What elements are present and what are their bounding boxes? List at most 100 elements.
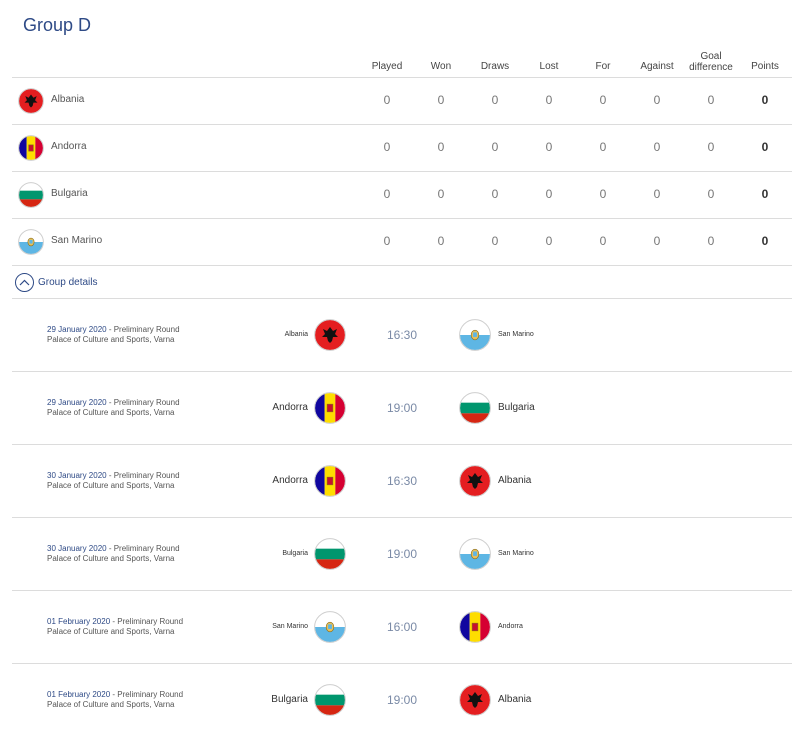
match-row[interactable]: 29 January 2020 - Preliminary Round Pala… [12, 371, 792, 444]
column-header-text: Goal [700, 51, 722, 62]
stat-value: 0 [491, 234, 499, 248]
bulgaria-flag-icon [314, 538, 346, 570]
match-info: 01 February 2020 - Preliminary Round Pal… [47, 617, 183, 637]
match-row[interactable]: 29 January 2020 - Preliminary Round Pala… [12, 298, 792, 371]
team-name[interactable]: Albania [51, 94, 85, 105]
andorra-flag-icon [314, 392, 346, 424]
column-header-text: Points [751, 61, 779, 72]
albania-flag-icon [18, 88, 44, 114]
home-team-name[interactable]: Bulgaria [282, 550, 308, 557]
match-date: 29 January 2020 [47, 325, 107, 334]
stat-value: 0 [599, 140, 607, 154]
group-details-label[interactable]: Group details [38, 276, 98, 288]
stat-value: 0 [599, 93, 607, 107]
bulgaria-flag-icon [18, 182, 44, 208]
albania-flag-icon [459, 465, 491, 497]
group-details-toggle[interactable]: Group details [15, 272, 97, 292]
match-info: 29 January 2020 - Preliminary Round Pala… [47, 325, 180, 345]
match-date: 30 January 2020 [47, 544, 107, 553]
points-value: 0 [761, 93, 769, 107]
match-row[interactable]: 30 January 2020 - Preliminary Round Pala… [12, 444, 792, 517]
match-round: - Preliminary Round [110, 617, 184, 626]
match-date: 01 February 2020 [47, 690, 111, 699]
table-row[interactable]: Albania 0 0 0 0 0 0 0 0 [12, 78, 792, 125]
match-info: 01 February 2020 - Preliminary Round Pal… [47, 690, 183, 710]
column-header: Goal difference [681, 51, 741, 73]
albania-flag-icon [459, 684, 491, 716]
match-round: - Preliminary Round [106, 325, 180, 334]
column-header-text: Lost [539, 61, 559, 72]
column-header: Against [627, 61, 687, 72]
column-header: Draws [465, 61, 525, 72]
away-team-name[interactable]: San Marino [498, 331, 534, 338]
home-team-name[interactable]: San Marino [272, 623, 308, 630]
away-team-name[interactable]: San Marino [498, 550, 534, 557]
stat-value: 0 [437, 93, 445, 107]
match-row[interactable]: 30 January 2020 - Preliminary Round Pala… [12, 517, 792, 590]
away-team-name[interactable]: Andorra [498, 623, 523, 630]
match-row[interactable]: 01 February 2020 - Preliminary Round Pal… [12, 663, 792, 736]
match-row[interactable]: 01 February 2020 - Preliminary Round Pal… [12, 590, 792, 663]
away-team-name[interactable]: Albania [498, 475, 532, 486]
points-value: 0 [761, 140, 769, 154]
away-team-name[interactable]: Bulgaria [498, 402, 535, 413]
stat-value: 0 [383, 187, 391, 201]
match-time: 16:00 [386, 620, 418, 634]
home-team-name[interactable]: Andorra [272, 475, 308, 486]
bulgaria-flag-icon [314, 684, 346, 716]
stat-value: 0 [491, 140, 499, 154]
stat-value: 0 [545, 187, 553, 201]
away-team-name[interactable]: Albania [498, 694, 532, 705]
stat-value: 0 [437, 234, 445, 248]
home-team-name[interactable]: Albania [284, 331, 308, 338]
column-header-text: Won [430, 61, 452, 72]
column-header: Lost [519, 61, 579, 72]
stat-value: 0 [707, 140, 715, 154]
table-row[interactable]: Andorra 0 0 0 0 0 0 0 0 [12, 125, 792, 172]
team-name[interactable]: Bulgaria [51, 188, 88, 199]
column-header-text: For [595, 61, 611, 72]
match-venue: Palace of Culture and Sports, Varna [47, 408, 175, 417]
match-venue: Palace of Culture and Sports, Varna [47, 481, 175, 490]
chevron-up-icon[interactable] [15, 272, 34, 292]
stat-value: 0 [707, 234, 715, 248]
stat-value: 0 [599, 234, 607, 248]
column-header: Points [735, 61, 795, 72]
stat-value: 0 [491, 187, 499, 201]
match-time: 16:30 [386, 474, 418, 488]
andorra-flag-icon [459, 611, 491, 643]
match-date: 30 January 2020 [47, 471, 107, 480]
points-value: 0 [761, 187, 769, 201]
stat-value: 0 [383, 234, 391, 248]
san-marino-flag-icon [314, 611, 346, 643]
san-marino-flag-icon [459, 538, 491, 570]
home-team-name[interactable]: Bulgaria [271, 694, 308, 705]
bulgaria-flag-icon [459, 392, 491, 424]
stat-value: 0 [383, 93, 391, 107]
stat-value: 0 [545, 140, 553, 154]
andorra-flag-icon [314, 465, 346, 497]
match-time: 19:00 [386, 693, 418, 707]
albania-flag-icon [314, 319, 346, 351]
match-venue: Palace of Culture and Sports, Varna [47, 335, 175, 344]
column-header: Played [357, 61, 417, 72]
match-venue: Palace of Culture and Sports, Varna [47, 627, 175, 636]
table-row[interactable]: San Marino 0 0 0 0 0 0 0 0 [12, 219, 792, 266]
match-date: 01 February 2020 [47, 617, 111, 626]
column-header-text: Draws [480, 61, 510, 72]
match-info: 30 January 2020 - Preliminary Round Pala… [47, 471, 180, 491]
stat-value: 0 [653, 140, 661, 154]
san-marino-flag-icon [18, 229, 44, 255]
table-row[interactable]: Bulgaria 0 0 0 0 0 0 0 0 [12, 172, 792, 219]
stat-value: 0 [653, 187, 661, 201]
column-header: For [573, 61, 633, 72]
home-team-name[interactable]: Andorra [272, 402, 308, 413]
stat-value: 0 [437, 140, 445, 154]
stat-value: 0 [707, 187, 715, 201]
team-name[interactable]: Andorra [51, 141, 87, 152]
column-header-text: Played [371, 61, 403, 72]
andorra-flag-icon [18, 135, 44, 161]
column-header-text: difference [689, 62, 733, 73]
column-header-text: Against [640, 61, 674, 72]
team-name[interactable]: San Marino [51, 235, 103, 246]
